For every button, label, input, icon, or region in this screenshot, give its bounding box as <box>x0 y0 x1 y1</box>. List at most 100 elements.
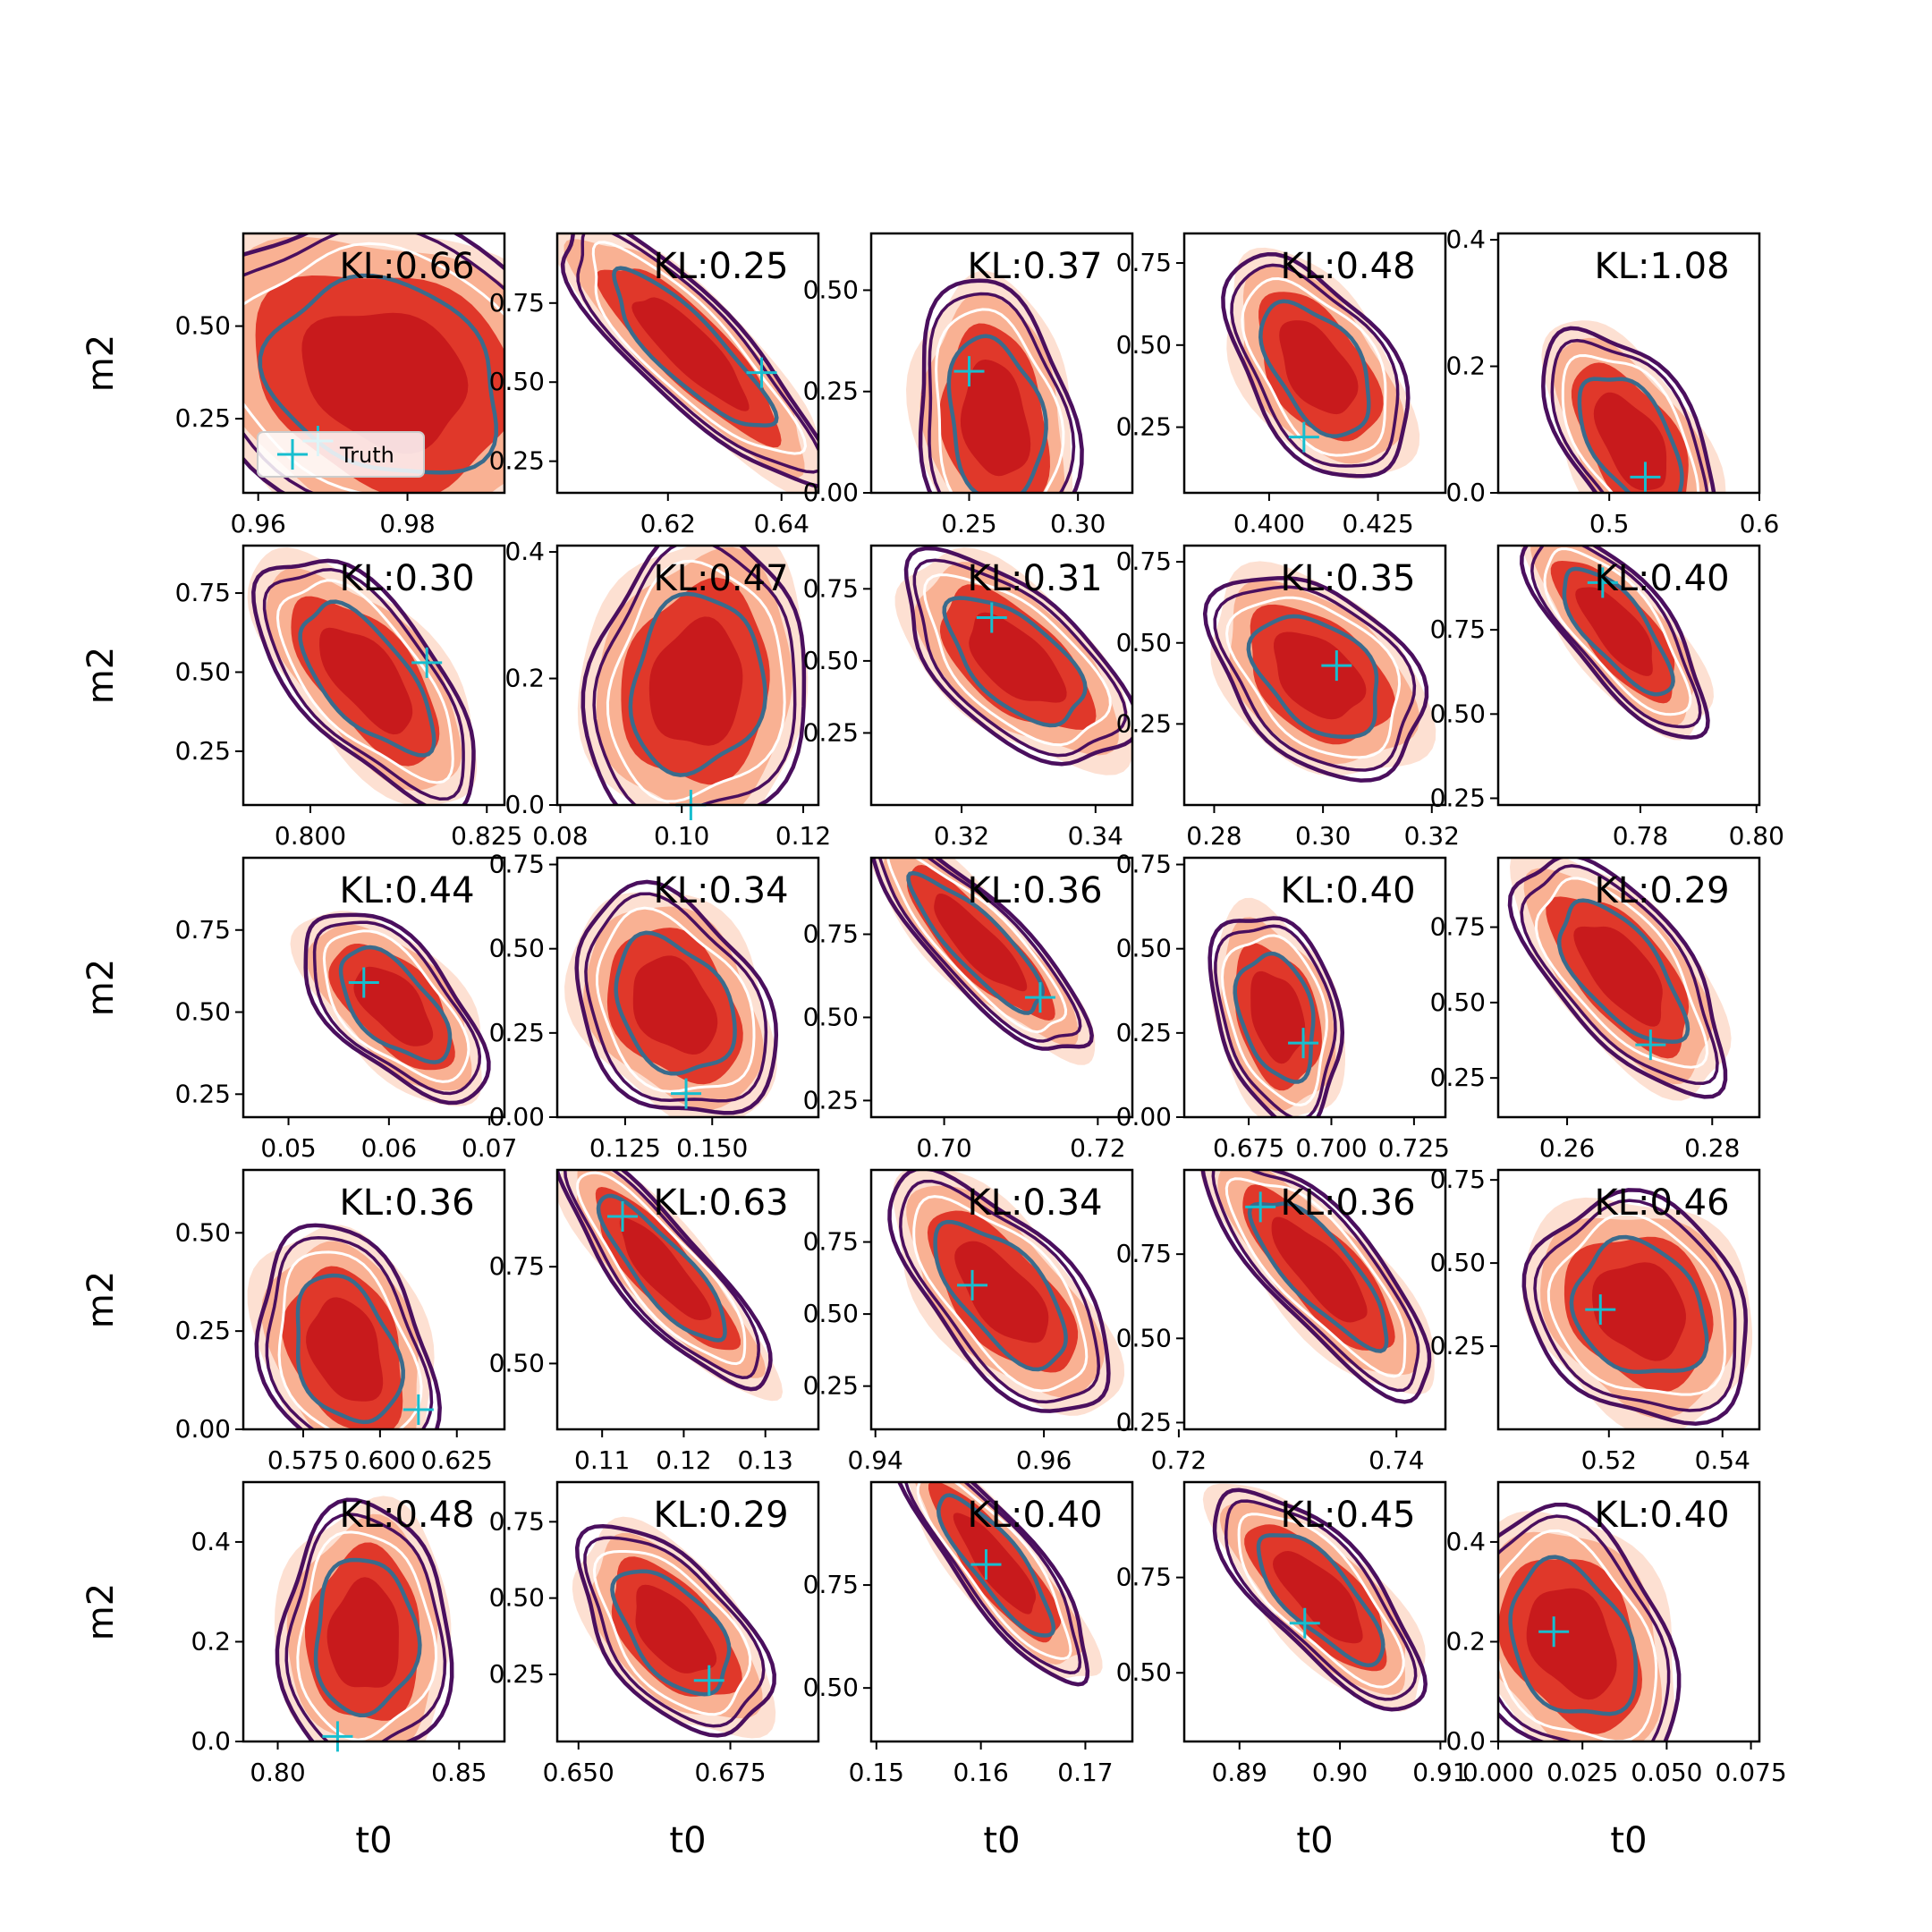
line-contour-outer <box>254 1223 442 1429</box>
y-tick-label: 0.25 <box>175 1316 231 1345</box>
panel-18: 0.25 0.50 0.75 0.94 0.96 KL:0.34 <box>803 1168 1134 1475</box>
line-contour-outer-2 <box>877 858 1082 1043</box>
y-tick-label: 0.2 <box>1445 1626 1486 1656</box>
panel-contours <box>1199 1170 1435 1404</box>
y-tick-label: 0.50 <box>803 646 859 675</box>
x-tick-label: 0.08 <box>532 821 588 851</box>
kl-annotation: KL:0.31 <box>967 558 1102 599</box>
line-contour-outer-2 <box>1550 338 1709 493</box>
line-contour-outer <box>1208 916 1345 1117</box>
y-tick-label: 0.50 <box>1430 987 1486 1017</box>
y-tick-label: 0.4 <box>191 1527 231 1556</box>
panel-6: 0.25 0.50 0.75 0.800 0.825 KL:0.30 m2 <box>80 544 522 851</box>
x-tick-label: 0.32 <box>1404 821 1460 851</box>
panel-19: 0.25 0.50 0.75 0.72 0.74 KL:0.36 <box>1116 1168 1447 1475</box>
line-contour-outer <box>580 546 807 805</box>
x-tick-label: 0.78 <box>1613 821 1668 851</box>
filled-contour-core <box>648 616 743 746</box>
x-tick-label: 0.62 <box>640 509 696 538</box>
y-axis-label: m2 <box>80 959 122 1016</box>
axes-frame <box>869 232 1134 495</box>
y-tick-label: 0.0 <box>504 790 545 819</box>
truth-marker <box>1630 462 1661 493</box>
x-tick-label: 0.000 <box>1462 1758 1534 1787</box>
axes-frame <box>869 856 1134 1119</box>
line-contour-mid <box>277 1250 423 1429</box>
filled-contour-core <box>1592 1262 1686 1361</box>
panel-24: 0.50 0.75 0.89 0.90 0.91 KL:0.45 t0 <box>1116 1480 1469 1861</box>
line-contour-mid <box>591 241 808 455</box>
filled-contour-core <box>619 1217 712 1320</box>
kl-annotation: KL:0.37 <box>967 246 1102 287</box>
x-tick-label: 0.30 <box>1050 509 1106 538</box>
y-tick-label: 0.2 <box>1445 352 1486 381</box>
x-tick-label: 0.80 <box>1729 821 1784 851</box>
filled-contour-core <box>1573 926 1663 1027</box>
line-contour-outer <box>275 1497 454 1741</box>
truth-marker <box>957 1269 988 1301</box>
filled-contour-core <box>1526 1588 1617 1700</box>
x-tick-label: 0.675 <box>1213 1133 1284 1163</box>
x-tick-label: 0.25 <box>941 509 996 538</box>
x-tick-label: 0.025 <box>1546 1758 1618 1787</box>
panel-22: 0.25 0.50 0.75 0.650 0.675 KL:0.29 t0 <box>489 1480 820 1861</box>
x-tick-label: 0.800 <box>275 821 346 851</box>
kl-annotation: KL:0.40 <box>1594 1495 1729 1536</box>
kl-annotation: KL:0.66 <box>339 246 474 287</box>
axes-frame <box>1496 856 1761 1119</box>
y-tick-label: 0.50 <box>803 275 859 304</box>
line-contour-inner <box>1258 299 1371 438</box>
panel-13: 0.25 0.50 0.75 0.70 0.72 KL:0.36 <box>803 856 1134 1163</box>
truth-marker <box>671 1078 702 1109</box>
x-tick-label: 0.150 <box>676 1133 748 1163</box>
x-tick-label: 0.54 <box>1695 1445 1750 1475</box>
y-tick-label: 0.50 <box>489 934 545 963</box>
line-contour-outer <box>303 912 491 1106</box>
y-tick-label: 0.75 <box>175 578 231 607</box>
line-contour-outer-2 <box>912 558 1128 758</box>
line-contour-inner <box>1508 1555 1639 1716</box>
filled-contour-core <box>1279 320 1359 415</box>
panel-contours <box>274 1496 454 1741</box>
y-tick-label: 0.75 <box>489 1251 545 1281</box>
y-tick-label: 0.25 <box>1430 783 1486 812</box>
axes-frame <box>242 1480 506 1743</box>
line-contour-outer-2 <box>265 1235 434 1429</box>
line-contour-mid <box>1224 596 1402 759</box>
line-contour-inner <box>1247 1201 1389 1353</box>
x-tick-label: 0.400 <box>1233 509 1305 538</box>
x-axis-label: t0 <box>1296 1820 1333 1861</box>
kl-annotation: KL:0.47 <box>653 558 788 599</box>
line-contour-inner <box>295 1273 405 1425</box>
y-tick-label: 0.4 <box>1445 1527 1486 1556</box>
y-tick-label: 0.50 <box>1116 1657 1172 1687</box>
axes-frame <box>242 856 506 1119</box>
line-contour-inner <box>596 1193 727 1343</box>
x-tick-label: 0.28 <box>1186 821 1241 851</box>
truth-marker <box>1245 1191 1276 1223</box>
y-tick-label: 0.25 <box>489 1018 545 1047</box>
x-tick-label: 0.30 <box>1295 821 1351 851</box>
panel-12: 0.00 0.25 0.50 0.75 0.125 0.150 KL:0.34 <box>489 850 820 1163</box>
line-contour-outer <box>1212 1487 1428 1712</box>
kl-annotation: KL:0.36 <box>1280 1182 1415 1224</box>
line-contour-mid <box>1546 1212 1727 1396</box>
line-contour-mid <box>1220 934 1328 1107</box>
x-tick-label: 0.650 <box>543 1758 614 1787</box>
panel-5: 0.0 0.2 0.4 0.5 0.6 KL:1.08 <box>1445 225 1779 538</box>
y-axis-label: m2 <box>80 1271 122 1328</box>
truth-marker <box>953 356 985 387</box>
axes-frame <box>242 1168 506 1431</box>
line-contour-mid <box>1241 276 1387 457</box>
line-contour-mid <box>596 906 756 1093</box>
y-tick-label: 0.50 <box>175 657 231 686</box>
line-contour-mid <box>1543 547 1692 716</box>
axes-frame <box>869 1168 1134 1431</box>
filled-contour-core <box>1593 392 1667 491</box>
y-tick-label: 0.25 <box>1116 1407 1172 1436</box>
y-tick-label: 0.75 <box>803 1227 859 1257</box>
line-contour-outer-2 <box>1213 585 1417 772</box>
y-tick-label: 0.50 <box>1116 628 1172 657</box>
